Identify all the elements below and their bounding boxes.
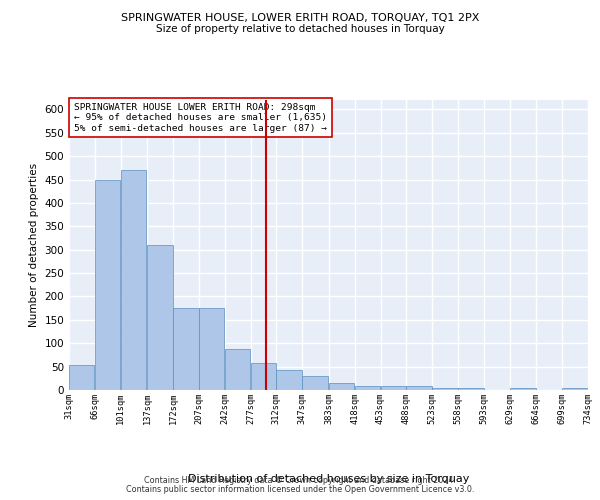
Bar xyxy=(173,308,199,390)
Bar xyxy=(121,170,146,390)
Bar xyxy=(251,363,276,390)
Bar xyxy=(355,386,380,390)
Bar xyxy=(329,384,355,390)
Bar xyxy=(458,388,484,390)
Bar xyxy=(302,376,328,390)
Bar xyxy=(95,180,121,390)
Bar xyxy=(277,370,302,390)
Bar xyxy=(406,386,432,390)
Text: Contains HM Land Registry data © Crown copyright and database right 2024.: Contains HM Land Registry data © Crown c… xyxy=(144,476,456,485)
Text: Contains public sector information licensed under the Open Government Licence v3: Contains public sector information licen… xyxy=(126,485,474,494)
Text: SPRINGWATER HOUSE LOWER ERITH ROAD: 298sqm
← 95% of detached houses are smaller : SPRINGWATER HOUSE LOWER ERITH ROAD: 298s… xyxy=(74,103,327,132)
Bar xyxy=(69,365,94,390)
Bar xyxy=(199,308,224,390)
Bar xyxy=(380,386,406,390)
X-axis label: Distribution of detached houses by size in Torquay: Distribution of detached houses by size … xyxy=(188,474,469,484)
Bar xyxy=(432,388,458,390)
Bar xyxy=(511,388,536,390)
Text: SPRINGWATER HOUSE, LOWER ERITH ROAD, TORQUAY, TQ1 2PX: SPRINGWATER HOUSE, LOWER ERITH ROAD, TOR… xyxy=(121,12,479,22)
Y-axis label: Number of detached properties: Number of detached properties xyxy=(29,163,39,327)
Text: Size of property relative to detached houses in Torquay: Size of property relative to detached ho… xyxy=(155,24,445,34)
Bar xyxy=(147,245,173,390)
Bar xyxy=(225,349,250,390)
Bar xyxy=(562,388,587,390)
